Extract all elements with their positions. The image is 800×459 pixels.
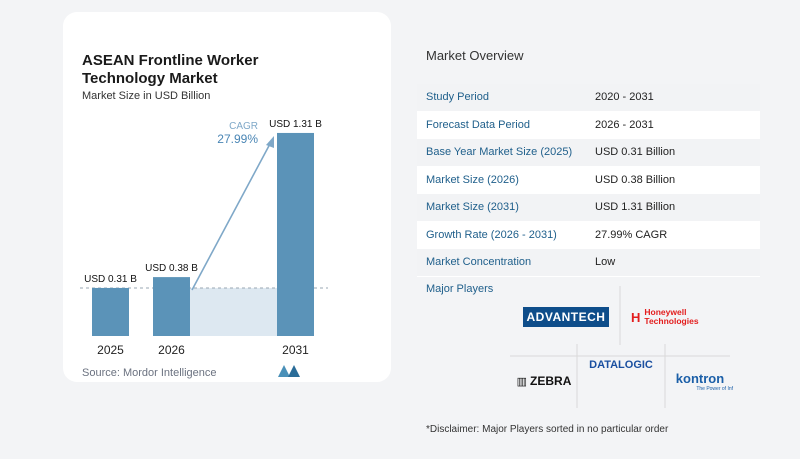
overview-row-label: Growth Rate (2026 - 2031): [417, 221, 586, 249]
overview-row: Base Year Market Size (2025) USD 0.31 Bil…: [417, 138, 760, 167]
bar-2025: [92, 287, 129, 336]
overview-row-label: Base Year Market Size (2025): [417, 138, 586, 167]
x-tick-2026: 2026: [158, 343, 185, 357]
market-overview-table: Study Period 2020 - 2031 Forecast Data Per…: [417, 84, 760, 277]
honeywell-h-mark: H: [631, 309, 641, 325]
overview-row-label: Study Period: [417, 84, 586, 112]
overview-row-value: Low: [586, 248, 760, 277]
datalogic-logo-text: DATALOGIC: [589, 359, 653, 371]
data-label-2026: USD 0.38 B: [145, 263, 198, 274]
overview-row-label: Market Size (2031): [417, 193, 586, 222]
overview-row: Market Size (2031) USD 1.31 Billion: [417, 193, 760, 222]
honeywell-logo-text: Honeywell Technologies: [644, 307, 699, 326]
kontron-logo-text: kontron: [675, 371, 725, 386]
bar-2031: [277, 132, 314, 336]
disclaimer: *Disclaimer: Major Players sorted in no …: [426, 424, 669, 435]
chart-subtitle: Market Size in USD Billion: [82, 90, 211, 102]
bar-chart: USD 0.31 B 2025 USD 0.38 B 2026 USD 1.31 B 20…: [80, 119, 328, 357]
overview-row-value: 2026 - 2031: [586, 111, 760, 139]
overview-row-label: Market Concentration: [417, 248, 586, 277]
overview-row: Growth Rate (2026 - 2031) 27.99% CAGR: [417, 221, 760, 249]
cagr-arrow: [191, 141, 272, 291]
zebra-logo: ▥ ZEBRA: [512, 371, 576, 391]
overview-row: Study Period 2020 - 2031: [417, 84, 760, 112]
honeywell-logo: H Honeywell Technologies: [631, 306, 723, 328]
kontron-logo: kontron The Power of Inf: [667, 369, 733, 395]
x-tick-2025: 2025: [97, 343, 124, 357]
cagr-arrow-head: [266, 136, 274, 148]
kontron-tagline: The Power of Inf: [696, 386, 733, 392]
bar-2026: [153, 277, 190, 336]
overview-row-value: USD 1.31 Billion: [586, 193, 760, 222]
overview-row: Market Size (2026) USD 0.38 Billion: [417, 166, 760, 194]
cagr-label: CAGR: [229, 121, 258, 132]
overview-row-value: 2020 - 2031: [586, 84, 760, 112]
zebra-icon: ▥: [516, 375, 528, 388]
growth-shade: [190, 287, 277, 336]
overview-row-value: USD 0.31 Billion: [586, 138, 760, 167]
advantech-logo: ADVANTECH: [523, 307, 609, 327]
mordor-intelligence-logo: [278, 365, 300, 377]
overview-row-value: 27.99% CAGR: [586, 221, 760, 249]
chart-title: ASEAN Frontline Worker Technology Market: [82, 52, 259, 87]
market-overview-title: Market Overview: [426, 48, 524, 63]
overview-row-label: Forecast Data Period: [417, 111, 586, 139]
zebra-logo-text: ZEBRA: [530, 374, 572, 388]
overview-row-value: USD 0.38 Billion: [586, 166, 760, 194]
advantech-logo-text: ADVANTECH: [526, 310, 606, 324]
data-label-2031: USD 1.31 B: [269, 119, 322, 130]
major-players-title: Major Players: [426, 283, 494, 295]
cagr-value: 27.99%: [217, 132, 258, 146]
overview-row: Forecast Data Period 2026 - 2031: [417, 111, 760, 139]
source-note: Source: Mordor Intelligence: [82, 367, 217, 379]
overview-row-label: Market Size (2026): [417, 166, 586, 194]
datalogic-logo: DATALOGIC: [580, 355, 662, 375]
x-tick-2031: 2031: [282, 343, 309, 357]
data-label-2025: USD 0.31 B: [84, 274, 137, 285]
overview-row: Market Concentration Low: [417, 248, 760, 277]
